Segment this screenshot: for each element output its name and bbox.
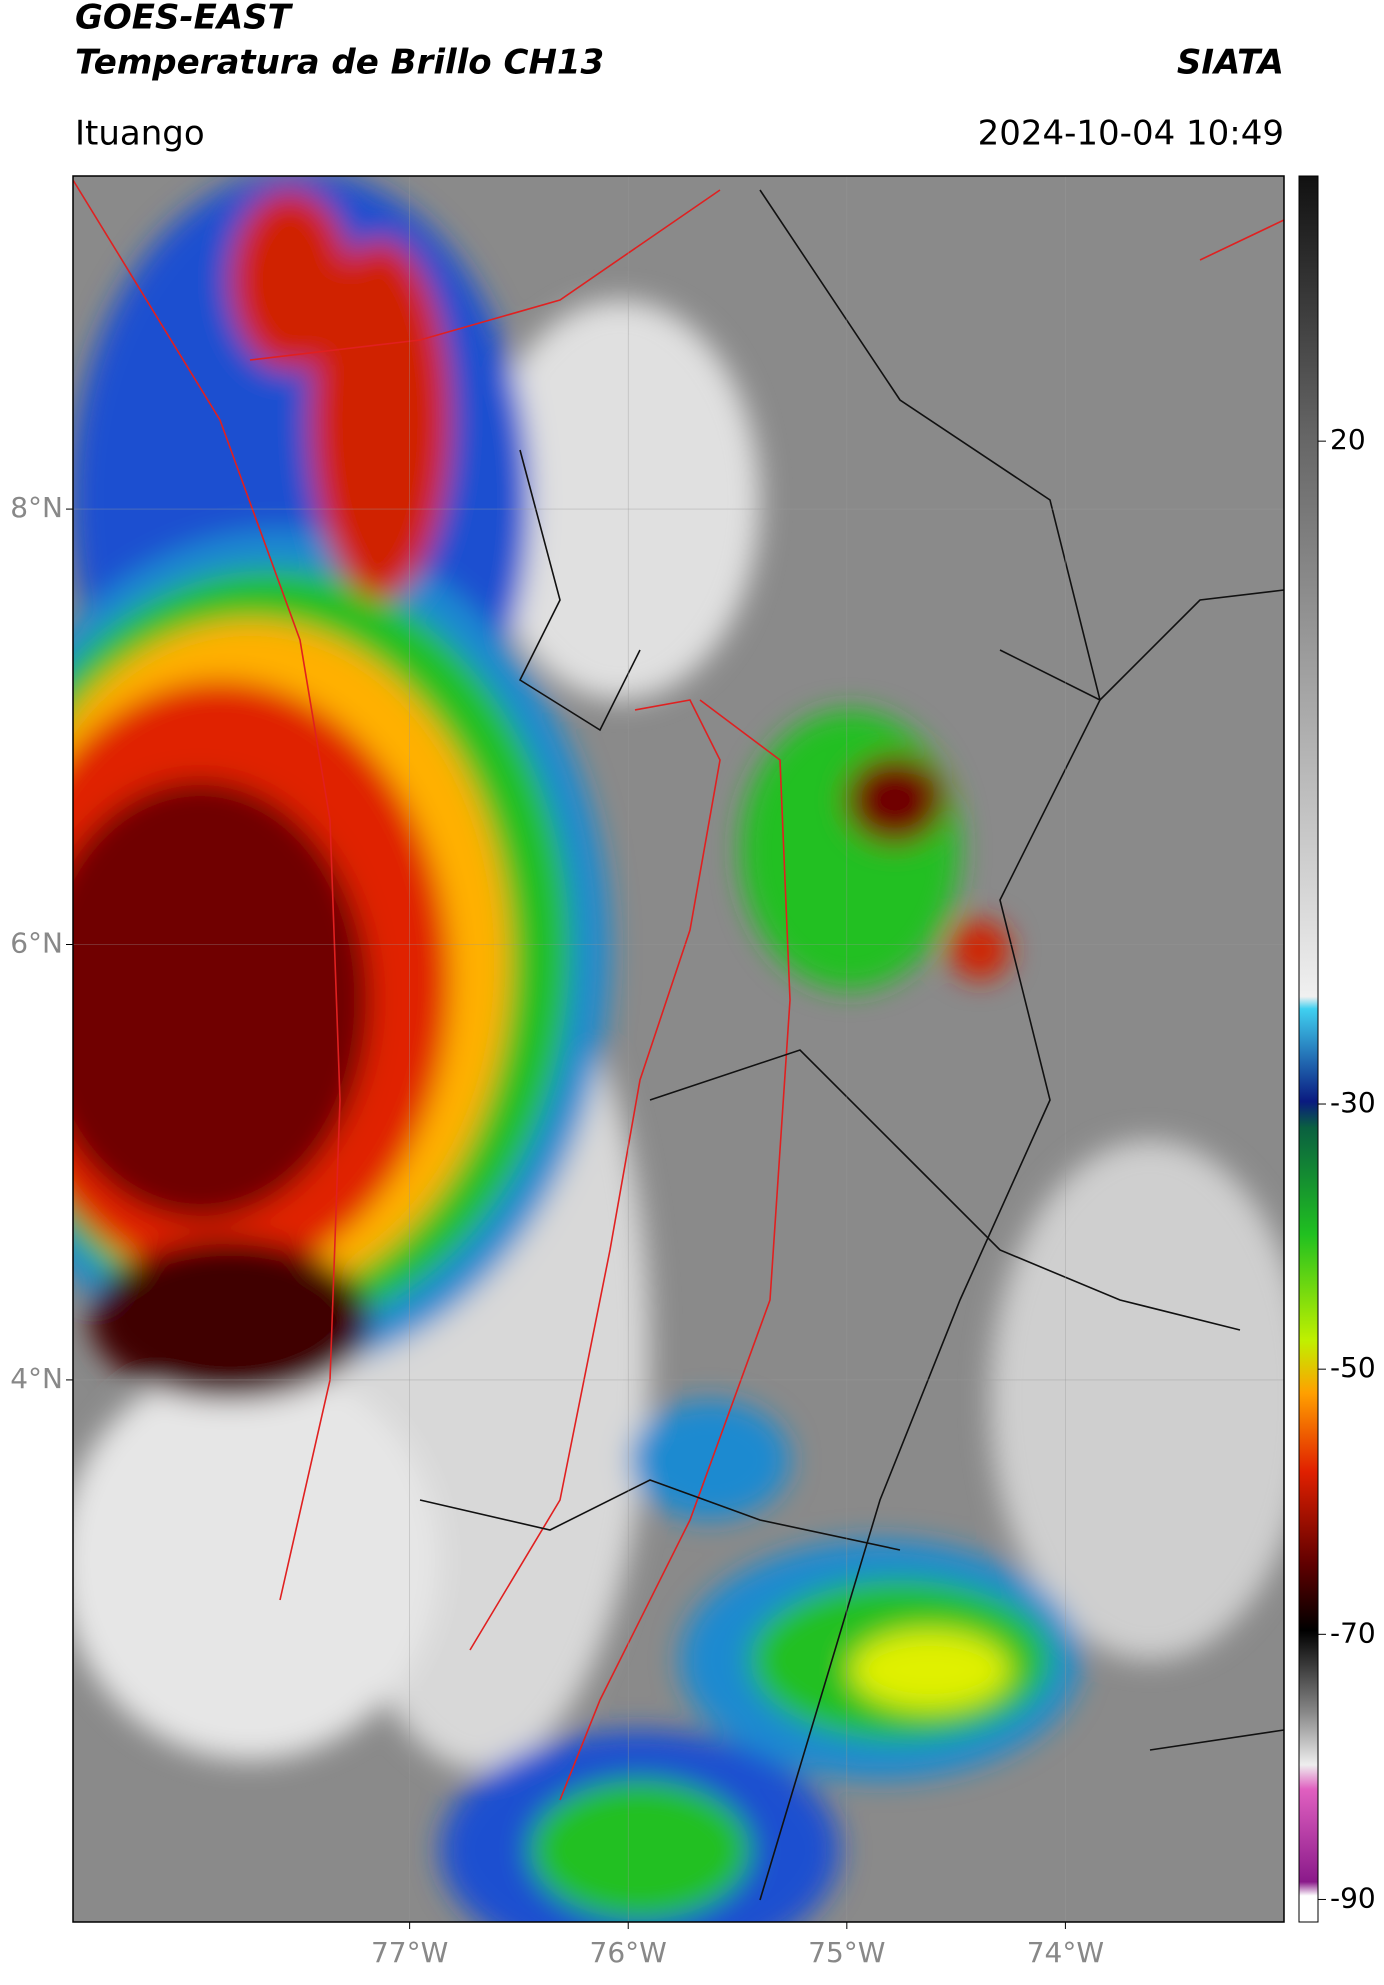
x-tick-label: 76°W [590, 1936, 667, 1969]
colorbar-tick-label: -50 [1330, 1351, 1376, 1384]
x-tick-label: 77°W [371, 1936, 448, 1969]
colorbar-tick-label: -70 [1330, 1616, 1376, 1649]
borders [73, 179, 1284, 1901]
x-tick-label: 74°W [1027, 1936, 1104, 1969]
cloud-field [73, 176, 1284, 1922]
title-line-2: Temperatura de Brillo CH13 [75, 43, 604, 83]
colorbar [1298, 175, 1319, 1923]
colorbar-tick-label: -30 [1330, 1086, 1376, 1119]
colorbar-tick-label: 20 [1330, 423, 1366, 456]
organization: SIATA [1177, 43, 1284, 83]
y-tick-label: 6°N [10, 927, 63, 960]
graticule [66, 176, 1284, 1929]
x-tick-label: 75°W [808, 1936, 885, 1969]
satellite-image [73, 176, 1284, 1922]
map-frame [72, 175, 1285, 1923]
colorbar-tick-label: -90 [1330, 1881, 1376, 1914]
title-line-1: GOES-EAST [75, 0, 294, 38]
y-tick-label: 8°N [10, 491, 63, 524]
location: Ituango [75, 114, 205, 154]
datetime: 2024-10-04 10:49 [978, 114, 1284, 154]
y-tick-label: 4°N [10, 1362, 63, 1395]
